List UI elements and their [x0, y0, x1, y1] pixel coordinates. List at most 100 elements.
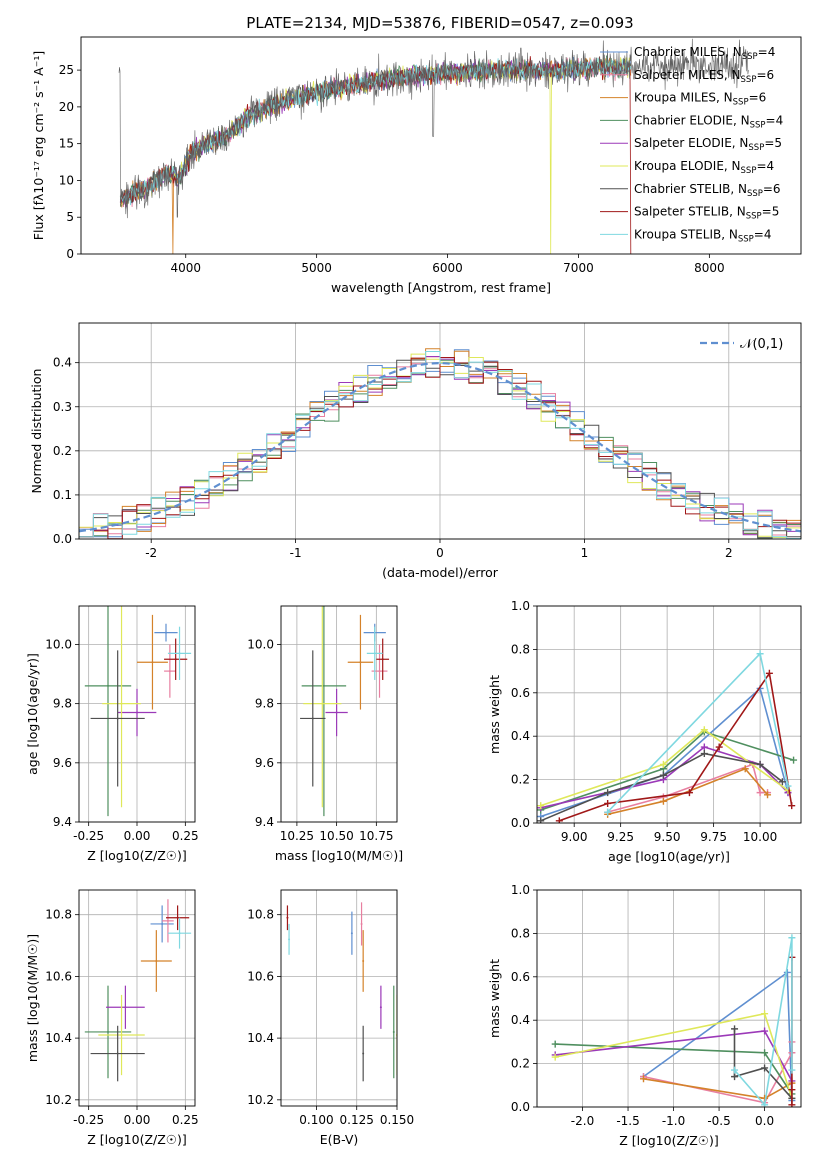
y-axis-label: mass weight [487, 959, 502, 1038]
axes-frame [280, 889, 398, 1107]
y-tick-label: 0.4 [511, 1013, 530, 1027]
data-point [107, 684, 109, 687]
legend-entry: Kroupa STELIB, NSSP=4 [634, 227, 772, 244]
x-tick-label: -0.25 [73, 829, 104, 843]
y-axis-label: Normed distribution [29, 369, 44, 494]
x-tick-label: -1.5 [616, 1114, 639, 1128]
x-tick-label: 0.00 [124, 1113, 151, 1127]
mass-weight-marker [761, 1064, 769, 1072]
x-tick-label: 0.0 [755, 1114, 774, 1128]
x-tick-label: -1 [290, 546, 302, 560]
data-point [136, 711, 138, 714]
y-tick-label: 10.6 [247, 969, 274, 983]
mass-weight-marker [788, 1066, 796, 1074]
x-axis-label: Z [log10(Z/Z☉)] [87, 848, 187, 863]
observed-spectrum-line [118, 38, 749, 219]
data-point [165, 631, 167, 634]
y-tick-label: 0.2 [511, 773, 530, 787]
axes-frame [78, 889, 196, 1107]
mass-weight-marker [715, 743, 723, 751]
mass-weight-marker [551, 1040, 559, 1048]
legend-entry: Salpeter ELODIE, NSSP=5 [634, 136, 782, 153]
mass-weight-marker [788, 802, 796, 810]
data-point [360, 922, 363, 925]
x-tick-label: 9.50 [654, 830, 681, 844]
x-tick-label: -0.5 [707, 1114, 730, 1128]
mass-weight-marker [778, 778, 786, 786]
data-point [116, 717, 119, 720]
y-tick-label: 0.6 [511, 686, 530, 700]
y-axis-label: Flux [fλ10⁻¹⁷ erg cm⁻² s⁻¹ A⁻¹] [31, 51, 46, 240]
x-tick-label: 0.25 [172, 829, 199, 843]
y-tick-label: 10.6 [45, 969, 72, 983]
mass-weight-marker [761, 1027, 769, 1035]
data-point [362, 959, 365, 962]
y-tick-label: 0.1 [53, 488, 72, 502]
y-tick-label: 0.4 [53, 356, 72, 370]
gaussian-curve [79, 361, 801, 533]
legend-entry: Salpeter MILES, NSSP=6 [634, 68, 774, 85]
data-point [359, 661, 362, 664]
data-point [322, 684, 325, 687]
mass-weight-marker [604, 799, 612, 807]
data-point [311, 717, 314, 720]
data-point [381, 658, 384, 661]
mass-weight-marker [659, 760, 667, 768]
mass-weight-marker [731, 1025, 739, 1033]
data-point [151, 661, 154, 664]
y-tick-label: 0.4 [511, 729, 530, 743]
plot-area-massweight_vs_age [537, 650, 798, 823]
y-tick-label: 0.8 [511, 642, 530, 656]
y-tick-label: 0.0 [511, 1100, 530, 1114]
y-tick-label: 0.2 [511, 1057, 530, 1071]
y-tick-label: 20 [59, 100, 74, 114]
mass-weight-marker [790, 756, 798, 764]
x-tick-label: 10.25 [280, 829, 314, 843]
plot-area-mass_vs_Z [84, 899, 192, 1082]
y-tick-label: 1.0 [511, 599, 530, 613]
axes-mass_vs_Z [75, 890, 195, 1110]
mass-weight-marker [731, 1073, 739, 1081]
mass-weight-marker [764, 791, 772, 799]
data-point [120, 1034, 123, 1037]
y-tick-label: 15 [59, 137, 74, 151]
mass-weight-line [607, 767, 769, 816]
x-tick-label: -0.25 [73, 1113, 104, 1127]
data-point [362, 1052, 365, 1055]
plot-area-massweight_vs_Z [551, 934, 796, 1107]
mass-weight-line [540, 746, 789, 809]
y-tick-label: 0.2 [53, 444, 72, 458]
axes-frame [536, 889, 802, 1108]
y-tick-label: 10.0 [45, 637, 72, 651]
mass-weight-marker [765, 669, 773, 677]
mass-weight-line [733, 1028, 793, 1099]
model-spectrum-line [120, 57, 632, 206]
data-point [350, 932, 353, 935]
legend-entry: Kroupa ELODIE, NSSP=4 [634, 159, 774, 176]
mass-weight-marker [700, 750, 708, 758]
y-tick-label: 9.4 [255, 815, 274, 829]
x-tick-label: 2 [725, 546, 733, 560]
data-point [286, 916, 289, 919]
mass-weight-marker [659, 771, 667, 779]
y-tick-label: 10.0 [247, 637, 274, 651]
x-tick-label: 0.00 [124, 829, 151, 843]
legend-entry: Chabrier MILES, NSSP=4 [634, 45, 775, 62]
x-tick-label: 0.125 [340, 1113, 374, 1127]
axes-spectrum [77, 69, 710, 258]
x-axis-label: Z [log10(Z/Z☉)] [619, 1133, 719, 1148]
x-axis-label: wavelength [Angstrom, rest frame] [331, 280, 551, 295]
x-tick-label: 10.50 [319, 829, 353, 843]
mass-weight-line [540, 752, 783, 822]
data-point [166, 919, 169, 922]
x-axis-label: Z [log10(Z/Z☉)] [87, 1132, 187, 1147]
mass-weight-marker [604, 808, 612, 816]
axes-massweight_vs_Z [533, 889, 801, 1111]
data-point [116, 1052, 119, 1055]
data-point [373, 652, 376, 655]
x-axis-label: (data-model)/error [382, 565, 499, 580]
data-point [120, 702, 123, 705]
legend-entry: Chabrier STELIB, NSSP=6 [634, 182, 781, 199]
axes-age_vs_mass [277, 606, 397, 826]
